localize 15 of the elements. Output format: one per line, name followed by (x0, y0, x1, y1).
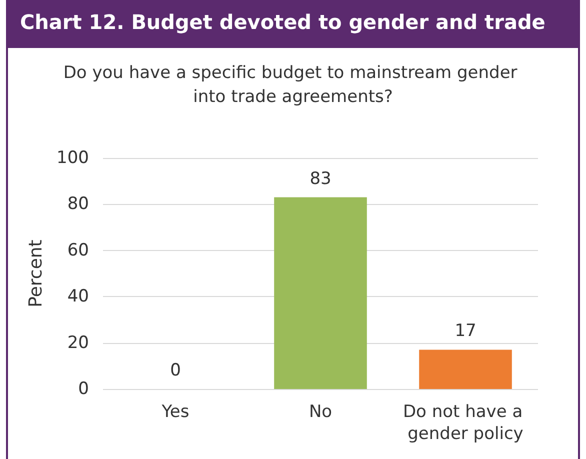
chart-title: Chart 12. Budget devoted to gender and trade (8, 0, 578, 48)
y-tick-label: 20 (67, 332, 89, 353)
y-tick-label: 40 (67, 286, 89, 307)
x-tick-label: No (308, 402, 332, 422)
x-tick-label: Yes (160, 402, 190, 422)
data-label: 0 (170, 360, 181, 380)
y-axis-title: Percent (26, 240, 46, 308)
data-label: 83 (310, 168, 332, 189)
y-tick-label: 60 (67, 240, 89, 260)
y-tick-label: 100 (56, 148, 89, 168)
x-tick-label: Do not have a gender policy (402, 402, 528, 444)
data-label: 17 (454, 321, 476, 342)
y-tick-label: 0 (78, 379, 89, 399)
chart-subtitle: Do you have a specific budget to mainstream gender into trade agreements? (63, 63, 523, 107)
y-tick-label: 80 (67, 194, 89, 214)
